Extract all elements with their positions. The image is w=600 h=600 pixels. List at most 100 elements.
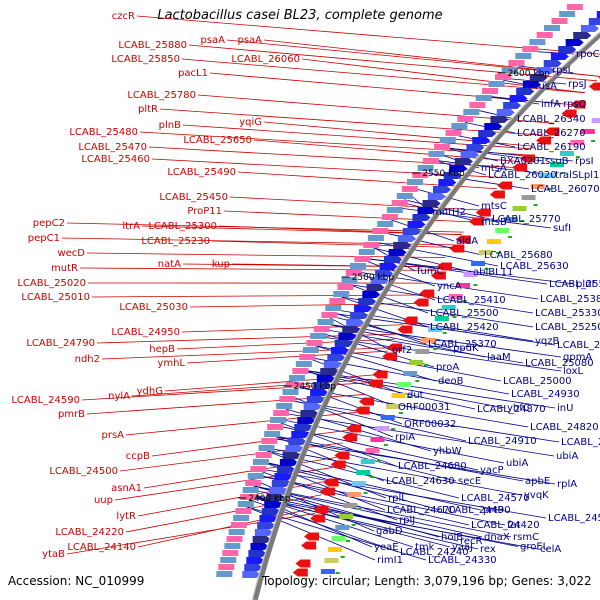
left-gene-label: pltR	[138, 104, 158, 115]
reverse-gene-arrow	[402, 316, 418, 325]
left-gene-label: ltrA	[122, 221, 140, 232]
right-gene-label: LCABL_24680	[398, 461, 467, 472]
inner-cog-block	[521, 195, 536, 200]
inner-cog-block	[360, 459, 375, 464]
cog-block	[469, 102, 486, 108]
cog-block	[218, 564, 235, 570]
inner-cog-block	[365, 448, 380, 453]
forward-gene-arrow	[294, 424, 313, 431]
cog-block	[222, 550, 239, 556]
left-gene-labels: czcR LCABL_25880 psaA psaA LCABL_25850 LCABL_…	[11, 11, 300, 560]
right-gene-label: yhbW	[433, 446, 462, 457]
reverse-gene-arrow	[413, 298, 429, 307]
reverse-gene-arrow	[310, 514, 326, 523]
forward-gene-arrow	[285, 445, 304, 452]
inner-cog-block	[343, 503, 358, 508]
forward-gene-arrow	[402, 228, 421, 235]
forward-gene-arrow	[274, 473, 293, 480]
inner-cog-block	[327, 547, 342, 552]
right-connector	[259, 468, 547, 519]
forward-gene-arrow	[362, 291, 381, 298]
right-connector	[253, 485, 512, 538]
forward-gene-arrow	[306, 396, 325, 403]
cog-block	[289, 375, 306, 381]
forward-gene-arrow	[252, 536, 271, 543]
right-gene-label: LCABL_25420	[430, 322, 499, 333]
cog-block	[345, 270, 362, 276]
right-gene-label: mtsA	[481, 163, 507, 174]
reverse-gene-arrow	[330, 460, 346, 469]
left-gene-label: psaA	[237, 35, 262, 46]
forward-gene-arrow	[300, 410, 319, 417]
forward-gene-arrow	[490, 116, 509, 123]
cog-block	[566, 4, 583, 10]
cog-block	[367, 235, 384, 241]
cog-block	[279, 396, 296, 402]
right-gene-label: LCABL_26070	[531, 184, 600, 195]
left-connector	[119, 442, 343, 472]
cog-block	[445, 130, 462, 136]
reverse-gene-arrow	[536, 136, 552, 145]
left-gene-label: LCABL_24590	[11, 395, 80, 406]
cog-block	[457, 116, 474, 122]
cog-block	[515, 53, 532, 59]
right-gene-label: yvqK	[524, 490, 549, 501]
right-gene-label: dnaX	[484, 532, 510, 543]
left-gene-label: LCABL_25010	[21, 292, 90, 303]
left-gene-label: plnB	[159, 120, 181, 131]
rna-mark	[433, 348, 438, 350]
inner-cog-block	[441, 305, 456, 310]
forward-gene-arrow	[427, 193, 446, 200]
left-gene-label: pepC2	[33, 218, 65, 229]
right-gene-label: laaM	[487, 352, 511, 363]
reverse-gene-arrow	[561, 109, 577, 118]
rna-mark	[508, 236, 513, 238]
forward-gene-arrow	[580, 25, 599, 32]
inner-cog-block	[347, 492, 362, 497]
right-gene-label: LCABL_25080	[525, 358, 594, 369]
inner-cog-block	[487, 239, 502, 244]
forward-gene-arrow	[316, 375, 335, 382]
forward-gene-arrow	[565, 39, 584, 46]
cog-block	[282, 389, 299, 395]
forward-gene-arrow	[596, 11, 600, 18]
reverse-gene-arrow	[436, 262, 452, 271]
cog-block	[245, 480, 262, 486]
right-gene-label: gpmA	[563, 352, 592, 363]
right-gene-label: LCABL_24580	[548, 513, 600, 524]
forward-gene-arrow	[358, 298, 377, 305]
reverse-gene-arrow	[292, 568, 308, 577]
right-gene-label: orf2	[392, 345, 412, 356]
cog-block	[529, 39, 546, 45]
cog-block	[350, 263, 367, 269]
right-gene-label: ssuB	[545, 156, 569, 167]
right-gene-label: rsmC	[513, 532, 539, 543]
cog-block	[354, 256, 371, 262]
reverse-gene-arrow	[430, 271, 446, 280]
left-gene-label: natA	[158, 259, 181, 270]
right-connector	[257, 474, 506, 526]
inner-cog-block	[463, 272, 478, 277]
left-gene-label: LCABL_24500	[49, 466, 118, 477]
reverse-gene-arrow	[334, 451, 350, 460]
cog-block	[372, 228, 389, 234]
rna-mark	[357, 508, 362, 510]
right-connector	[334, 309, 534, 342]
left-gene-label: LCABL_25460	[81, 154, 150, 165]
cog-block	[559, 11, 576, 17]
inner-cog-block	[351, 481, 366, 486]
forward-gene-arrow	[297, 417, 316, 424]
cog-block	[463, 109, 480, 115]
forward-gene-arrow	[342, 326, 361, 333]
rna-mark	[398, 412, 403, 414]
left-gene-label: lytR	[116, 511, 136, 522]
left-gene-label: pmrB	[58, 409, 85, 420]
forward-gene-arrow	[443, 172, 462, 179]
left-connector	[137, 480, 328, 517]
left-gene-label: ProP11	[187, 206, 222, 217]
cog-block	[417, 165, 434, 171]
forward-gene-arrow	[370, 277, 389, 284]
right-gene-label: LCABL_25770	[492, 214, 561, 225]
inner-cog-block	[339, 514, 354, 519]
